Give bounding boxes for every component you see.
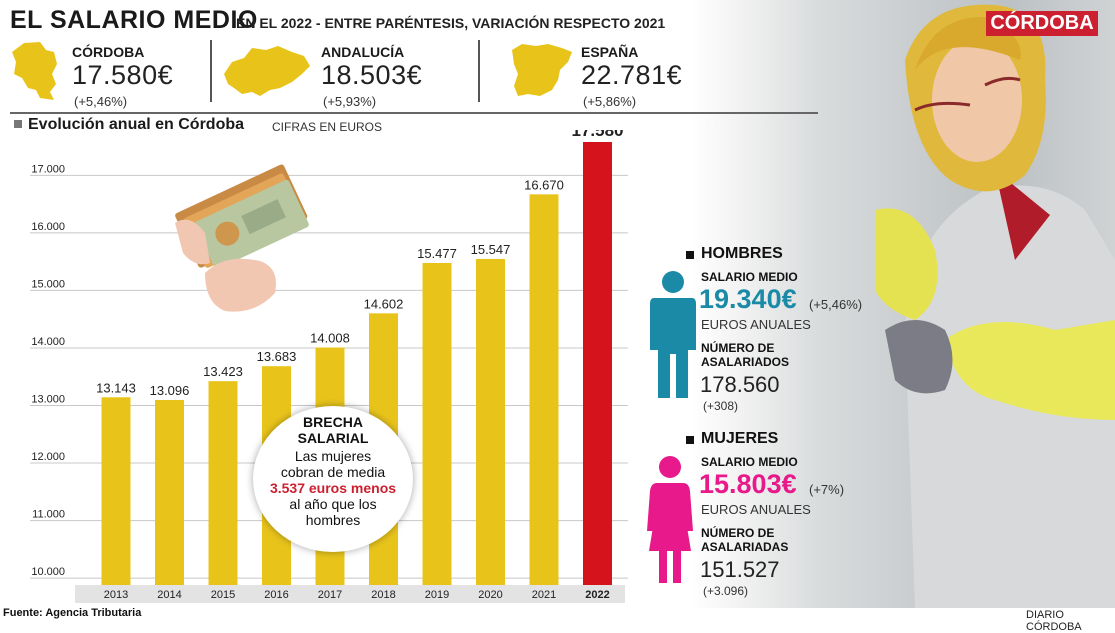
bar-2021 — [529, 194, 559, 585]
x-tick-label: 2015 — [211, 589, 235, 601]
value-label-2016: 13.683 — [257, 349, 297, 364]
source-note: Fuente: Agencia Tributaria — [3, 607, 142, 619]
chart-value-labels: 13.143 13.096 13.423 13.683 14.008 14.602 15.4… — [96, 130, 623, 398]
region-andalucia: ANDALUCÍA 18.503€ (+5,93%) — [321, 40, 471, 112]
x-axis-ticks: 2013 2014 2015 2016 2017 2018 2019 2020 2021 2022 — [104, 589, 610, 601]
women-salary-variation: (+7%) — [809, 482, 845, 497]
women-salary-units: EUROS ANUALES — [701, 502, 811, 517]
section-bullet — [686, 436, 694, 444]
women-salary-label: SALARIO MEDIO — [701, 455, 798, 469]
divider — [478, 40, 480, 102]
chart-title: Evolución anual en Córdoba — [28, 116, 245, 133]
value-label-2018: 14.602 — [364, 296, 404, 311]
region-name: CÓRDOBA — [72, 44, 145, 60]
bar-2015 — [208, 381, 238, 585]
wage-gap-line1: Las mujeres — [294, 448, 372, 464]
x-tick-label: 2020 — [478, 589, 502, 601]
x-tick-label: 2013 — [104, 589, 128, 601]
page-subtitle: EN EL 2022 - ENTRE PARÉNTESIS, VARIACIÓN… — [236, 15, 666, 31]
worker-photo — [875, 4, 1115, 608]
y-tick-label: 12.000 — [31, 451, 65, 463]
men-salary-label: SALARIO MEDIO — [701, 270, 798, 284]
bar-2013 — [101, 397, 131, 585]
wage-gap-text: Las mujeres cobran de media 3.537 euros … — [253, 448, 413, 528]
espana-map-icon — [512, 44, 572, 96]
cordoba-map-icon — [12, 42, 57, 100]
y-tick-label: 15.000 — [31, 278, 65, 290]
men-salary-units: EUROS ANUALES — [701, 317, 811, 332]
men-salary: 19.340€ — [699, 284, 797, 314]
brand-logo: CÓRDOBA — [986, 11, 1098, 36]
y-tick-label: 16.000 — [31, 221, 65, 233]
region-espana: ESPAÑA 22.781€ (+5,86%) — [581, 40, 731, 112]
wage-gap-line4: hombres — [305, 512, 361, 528]
chart-units: CIFRAS EN EUROS — [272, 120, 383, 134]
page-title: EL SALARIO MEDIO — [10, 6, 258, 34]
men-title: HOMBRES — [701, 245, 783, 262]
bar-2019 — [422, 262, 452, 585]
men-count-variation: (+308) — [703, 399, 739, 413]
women-count: 151.527 — [700, 557, 780, 582]
wage-gap-amount: 3.537 euros menos — [269, 480, 397, 496]
andalucia-map-icon — [224, 46, 310, 96]
y-tick-label: 17.000 — [31, 163, 65, 175]
y-tick-label: 13.000 — [31, 393, 65, 405]
bar-2014 — [155, 399, 184, 585]
divider — [210, 40, 212, 102]
value-label-2013: 13.143 — [96, 380, 136, 395]
region-value: 17.580€ — [72, 60, 174, 90]
x-tick-label: 2019 — [425, 589, 449, 601]
region-variation: (+5,93%) — [323, 94, 377, 109]
man-icon — [650, 271, 696, 398]
wage-gap-title-line1: BRECHA — [303, 414, 363, 430]
x-tick-label: 2022 — [585, 589, 609, 601]
section-bullet — [14, 120, 22, 128]
bar-2020 — [476, 258, 505, 585]
y-tick-label: 14.000 — [31, 336, 65, 348]
women-salary: 15.803€ — [699, 469, 797, 499]
y-axis-ticks: 10.000 11.000 12.000 13.000 14.000 15.000 16.0… — [31, 163, 65, 578]
value-label-2022: 17.580 — [572, 130, 624, 140]
x-tick-label: 2018 — [371, 589, 395, 601]
men-salary-variation: (+5,46%) — [809, 297, 863, 312]
value-label-2014: 13.096 — [150, 383, 190, 398]
region-value: 22.781€ — [581, 60, 683, 90]
x-tick-label: 2016 — [264, 589, 288, 601]
women-count-label-1: NÚMERO DE — [701, 526, 775, 540]
men-count: 178.560 — [700, 372, 780, 397]
women-title: MUJERES — [701, 430, 779, 447]
x-tick-label: 2021 — [532, 589, 556, 601]
wage-gap-callout: BRECHA SALARIAL Las mujeres cobran de me… — [253, 406, 413, 552]
women-count-variation: (+3.096) — [703, 584, 749, 598]
x-tick-label: 2014 — [157, 589, 181, 601]
value-label-2020: 15.547 — [471, 242, 511, 257]
value-label-2019: 15.477 — [417, 246, 457, 261]
region-name: ANDALUCÍA — [321, 44, 405, 60]
value-label-2015: 13.423 — [203, 364, 243, 379]
y-tick-label: 10.000 — [31, 566, 65, 578]
y-tick-label: 11.000 — [32, 509, 65, 521]
value-label-2017: 14.008 — [310, 331, 350, 346]
region-variation: (+5,46%) — [74, 94, 128, 109]
region-value: 18.503€ — [321, 60, 423, 90]
men-count-label-2: ASALARIADOS — [701, 355, 790, 369]
region-cordoba: CÓRDOBA 17.580€ (+5,46%) — [72, 40, 212, 112]
woman-icon — [647, 456, 693, 583]
x-axis-band — [75, 585, 625, 603]
section-bullet — [686, 251, 694, 259]
value-label-2021: 16.670 — [524, 177, 564, 192]
wage-gap-title: BRECHA SALARIAL — [253, 414, 413, 446]
wage-gap-line3: al año que los — [289, 496, 377, 512]
money-hand-icon — [175, 164, 309, 312]
men-count-label-1: NÚMERO DE — [701, 341, 775, 355]
credit-note: DIARIO CÓRDOBA — [1026, 609, 1082, 633]
region-variation: (+5,86%) — [583, 94, 637, 109]
wage-gap-title-line2: SALARIAL — [297, 430, 369, 446]
women-count-label-2: ASALARIADAS — [701, 540, 789, 554]
x-tick-label: 2017 — [318, 589, 342, 601]
wage-gap-line2: cobran de media — [280, 464, 386, 480]
bar-2022 — [583, 142, 612, 585]
header-divider — [10, 112, 818, 114]
region-name: ESPAÑA — [581, 44, 639, 60]
